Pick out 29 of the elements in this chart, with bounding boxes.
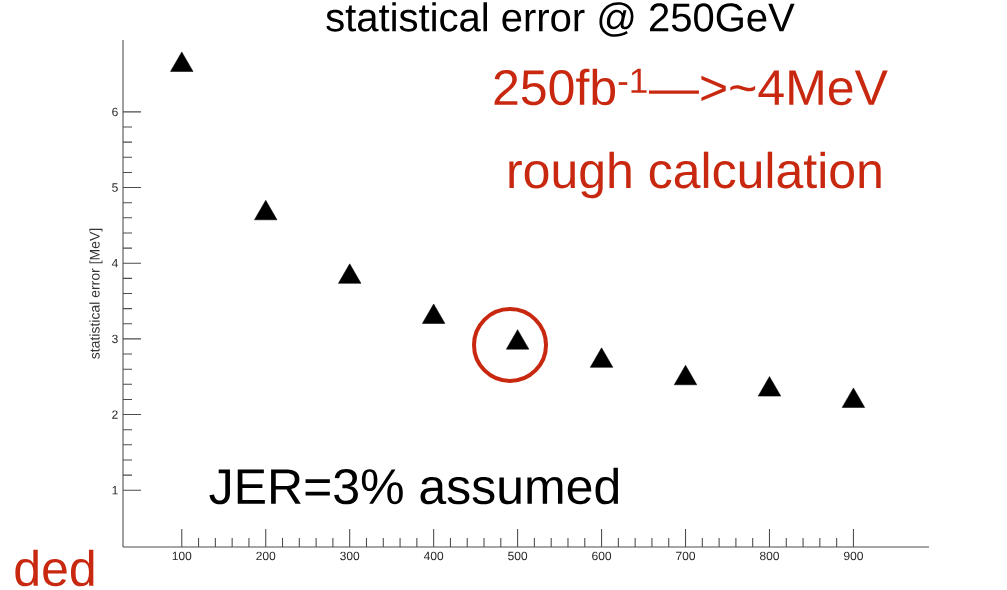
point (422, 303, 446, 324)
x-tick-label: 600 (592, 551, 612, 561)
point (841, 387, 865, 408)
x-tick-label: 700 (676, 551, 696, 561)
y-tick-label: 6 (112, 107, 118, 117)
x-tick-label: 400 (423, 551, 444, 561)
chart-title: statistical error @ 250GeV (326, 2, 795, 37)
x-tick-label: 900 (843, 551, 863, 561)
y-tick-label: 2 (112, 410, 118, 419)
y-tick-label: 4 (111, 259, 118, 268)
annotation: JER=3% assumed (209, 467, 619, 505)
point (170, 51, 194, 72)
point (674, 364, 698, 386)
annotation: rough calculation (509, 151, 881, 199)
point (338, 263, 362, 284)
point (757, 376, 782, 397)
y-tick-label: 3 (112, 334, 118, 344)
x-tick-label: 500 (508, 551, 528, 561)
annotation: 250fb$^{-1}$—>~4MeV (494, 68, 888, 106)
x-tick-label: 200 (256, 551, 276, 561)
x-tick-label: 300 (340, 551, 360, 561)
x-tick-label: 800 (759, 551, 780, 561)
y-axis-title: statistical error [MeV] (89, 228, 103, 359)
y-tick-label: 1 (112, 486, 118, 495)
text: ded (15, 549, 94, 587)
point (254, 200, 278, 221)
x-tick-label: 100 (172, 551, 192, 561)
point (590, 347, 614, 368)
y-tick-label: 5 (112, 183, 118, 192)
